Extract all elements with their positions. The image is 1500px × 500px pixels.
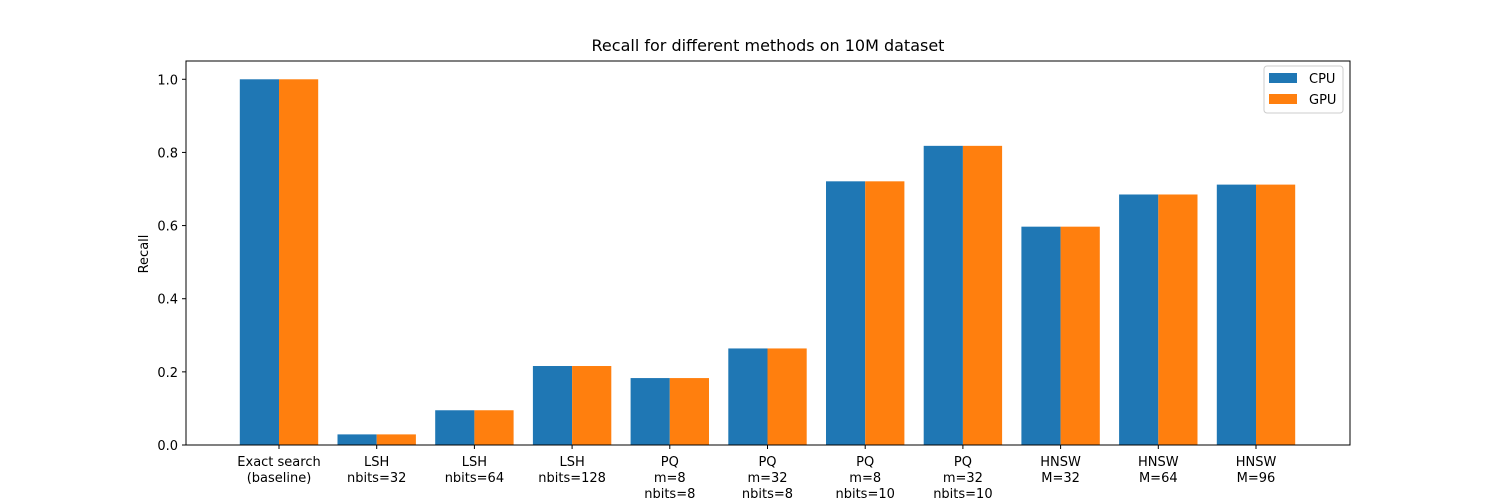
bar-gpu-5 — [767, 348, 807, 445]
chart-title: Recall for different methods on 10M data… — [592, 36, 945, 55]
bar-gpu-2 — [474, 410, 514, 445]
bar-gpu-10 — [1256, 184, 1296, 446]
x-tick-label-line: m=32 — [747, 471, 787, 486]
x-tick-label-line: m=8 — [654, 471, 686, 486]
x-tick-label-line: m=8 — [849, 471, 881, 486]
x-tick-label-line: nbits=8 — [742, 487, 793, 500]
y-tick-label: 0.8 — [157, 146, 178, 161]
y-tick-label: 1.0 — [157, 73, 178, 88]
legend-label-gpu: GPU — [1309, 93, 1336, 108]
legend-swatch-gpu — [1269, 94, 1297, 104]
x-tick-label-line: HNSW — [1236, 455, 1277, 470]
x-tick-label: PQ m=32 nbits=8 — [742, 455, 793, 500]
y-tick-label: 0.4 — [157, 293, 178, 308]
x-tick-label-line: HNSW — [1138, 455, 1179, 470]
bar-gpu-4 — [669, 378, 709, 445]
x-tick-label: PQ m=8 nbits=8 — [644, 455, 695, 500]
x-tick-label: HNSW M=96 — [1236, 455, 1277, 486]
bar-gpu-6 — [865, 181, 905, 445]
x-tick-label-line: PQ — [856, 455, 874, 470]
x-tick-label: LSH nbits=128 — [538, 455, 606, 486]
x-tick-label-line: nbits=32 — [347, 471, 406, 486]
x-tick-label: HNSW M=64 — [1138, 455, 1179, 486]
bar-gpu-3 — [572, 366, 612, 445]
x-tick-label: Exact search (baseline) — [237, 455, 320, 486]
bar-gpu-9 — [1158, 194, 1198, 445]
plot-frame — [185, 60, 1351, 446]
x-tick-label: PQ m=32 nbits=10 — [933, 455, 992, 500]
x-tick-label-line: (baseline) — [247, 471, 312, 486]
x-tick-label-line: PQ — [758, 455, 776, 470]
bar-gpu-8 — [1060, 226, 1100, 445]
bar-cpu-10 — [1216, 184, 1256, 446]
bar-gpu-1 — [376, 434, 416, 445]
y-axis: 0.0 0.2 0.4 0.6 0.8 1.0 — [157, 73, 186, 454]
bar-cpu-6 — [826, 181, 866, 445]
legend-swatch-cpu — [1269, 73, 1297, 83]
x-tick-label-line: LSH — [364, 455, 389, 470]
x-tick-label-line: nbits=10 — [933, 487, 992, 500]
x-tick-label-line: PQ — [661, 455, 679, 470]
x-tick-label-line: M=96 — [1237, 471, 1276, 486]
x-tick-label-line: M=64 — [1139, 471, 1178, 486]
x-tick-label-line: Exact search — [237, 455, 320, 470]
x-tick-label-line: PQ — [954, 455, 972, 470]
bar-cpu-5 — [728, 348, 768, 445]
y-axis-label: Recall — [137, 235, 152, 274]
bar-cpu-8 — [1021, 226, 1061, 445]
bar-cpu-9 — [1119, 194, 1159, 445]
bar-cpu-0 — [239, 79, 279, 445]
x-tick-label-line: nbits=10 — [835, 487, 894, 500]
x-tick-label-line: LSH — [462, 455, 487, 470]
bar-cpu-3 — [532, 366, 573, 445]
y-tick-label: 0.2 — [157, 366, 178, 381]
y-tick-label: 0.0 — [157, 439, 178, 454]
y-tick-label: 0.6 — [157, 220, 178, 235]
bar-gpu-0 — [279, 79, 319, 445]
bar-gpu-7 — [962, 145, 1003, 445]
x-tick-label: HNSW M=32 — [1040, 455, 1081, 486]
x-tick-label-line: nbits=64 — [445, 471, 504, 486]
x-tick-label-line: nbits=128 — [538, 471, 606, 486]
bars-group — [239, 79, 1296, 446]
x-tick-label: LSH nbits=64 — [445, 455, 504, 486]
legend: CPU GPU — [1263, 65, 1344, 114]
bar-cpu-7 — [923, 145, 963, 445]
legend-label-cpu: CPU — [1309, 72, 1335, 87]
bar-cpu-1 — [337, 434, 377, 445]
x-tick-label-line: m=32 — [943, 471, 983, 486]
x-tick-label-line: LSH — [559, 455, 584, 470]
x-tick-label-line: nbits=8 — [644, 487, 695, 500]
bar-cpu-2 — [435, 410, 475, 445]
x-tick-label-line: M=32 — [1041, 471, 1080, 486]
x-tick-label: PQ m=8 nbits=10 — [835, 455, 894, 500]
bar-cpu-4 — [630, 378, 670, 445]
x-tick-label: LSH nbits=32 — [347, 455, 406, 486]
x-tick-label-line: HNSW — [1040, 455, 1081, 470]
